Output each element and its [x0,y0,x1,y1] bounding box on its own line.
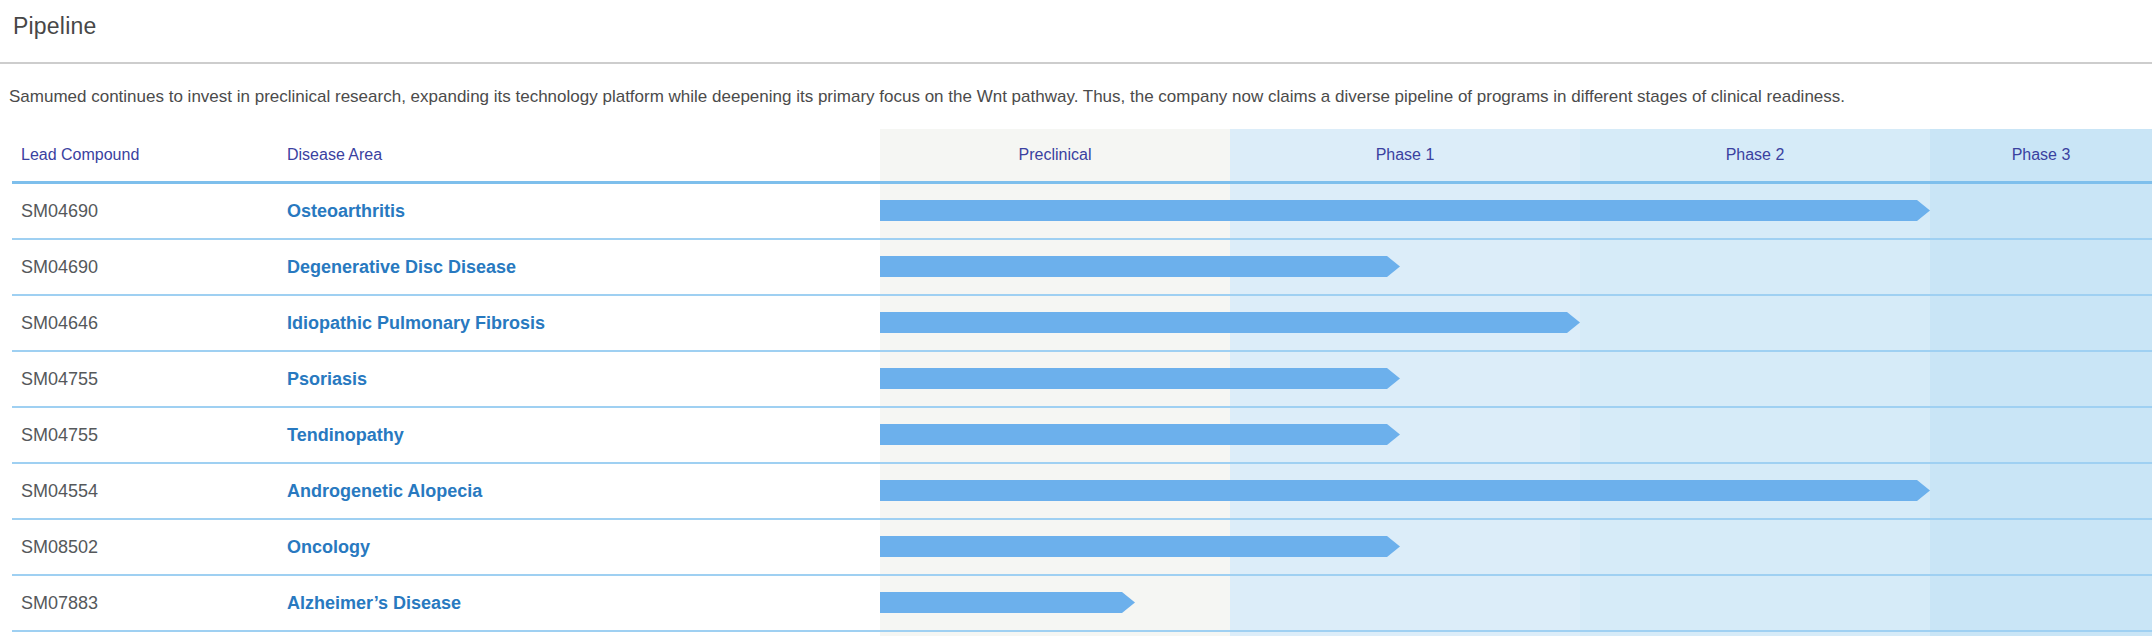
lead-compound: SM04755 [21,352,98,406]
pipeline-page: Pipeline Samumed continues to invest in … [0,0,2152,636]
disease-area-link[interactable]: Tendinopathy [287,408,404,462]
disease-area-link[interactable]: Psoriasis [287,352,367,406]
pipeline-progress-bar [880,256,1400,277]
page-title: Pipeline [13,13,96,40]
col-header-lead-compound: Lead Compound [21,129,139,181]
lead-compound: SM04554 [21,464,98,518]
table-row: SM08502 Oncology [0,520,2152,576]
lead-compound: SM04690 [21,240,98,294]
pipeline-progress-bar [880,424,1400,445]
col-header-phase-1: Phase 1 [1230,129,1580,181]
pipeline-description: Samumed continues to invest in preclinic… [9,86,2143,109]
table-row: SM04690 Degenerative Disc Disease [0,240,2152,296]
disease-area-link[interactable]: Idiopathic Pulmonary Fibrosis [287,296,545,350]
disease-area-link[interactable]: Androgenetic Alopecia [287,464,482,518]
disease-area-link[interactable]: Degenerative Disc Disease [287,240,516,294]
col-header-disease-area: Disease Area [287,129,382,181]
lead-compound: SM08502 [21,520,98,574]
table-row: SM04755 Psoriasis [0,352,2152,408]
lead-compound: SM04755 [21,408,98,462]
title-divider [0,62,2152,64]
table-row: SM04646 Idiopathic Pulmonary Fibrosis [0,296,2152,352]
col-header-phase-3: Phase 3 [1930,129,2152,181]
col-header-phase-2: Phase 2 [1580,129,1930,181]
table-row: SM07883 Alzheimer’s Disease [0,576,2152,632]
pipeline-table: Lead Compound Disease Area Preclinical P… [0,129,2152,636]
pipeline-progress-bar [880,368,1400,389]
pipeline-progress-bar [880,312,1580,333]
pipeline-progress-bar [880,480,1930,501]
table-row: SM04554 Androgenetic Alopecia [0,464,2152,520]
lead-compound: SM04646 [21,296,98,350]
lead-compound: SM04690 [21,184,98,238]
table-row: SM04690 Osteoarthritis [0,184,2152,240]
disease-area-link[interactable]: Osteoarthritis [287,184,405,238]
table-body: SM04690 Osteoarthritis SM04690 Degenerat… [0,184,2152,632]
pipeline-progress-bar [880,200,1930,221]
col-header-preclinical: Preclinical [880,129,1230,181]
disease-area-link[interactable]: Alzheimer’s Disease [287,576,461,630]
table-row: SM04755 Tendinopathy [0,408,2152,464]
lead-compound: SM07883 [21,576,98,630]
row-separator [12,630,2152,632]
pipeline-progress-bar [880,536,1400,557]
disease-area-link[interactable]: Oncology [287,520,370,574]
pipeline-progress-bar [880,592,1135,613]
table-header-row: Lead Compound Disease Area Preclinical P… [0,129,2152,181]
